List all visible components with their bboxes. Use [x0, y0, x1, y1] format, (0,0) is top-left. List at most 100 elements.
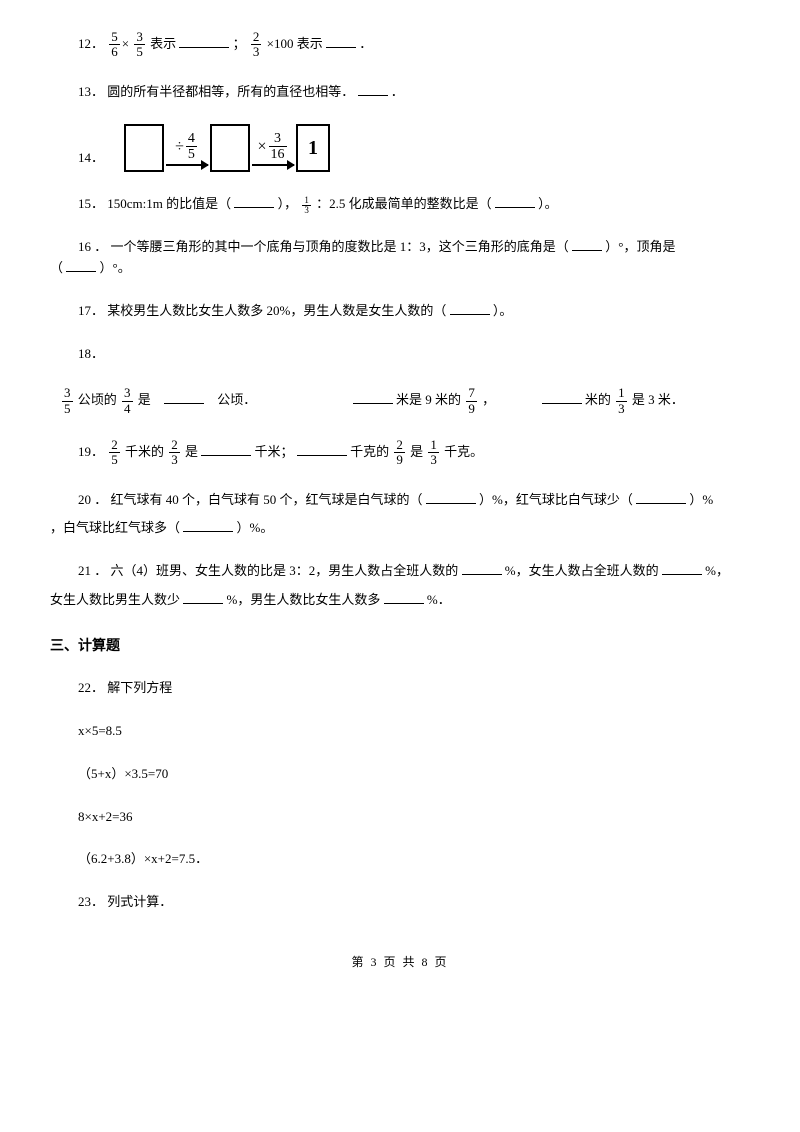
blank: [326, 34, 356, 48]
fraction: 2 3: [251, 30, 262, 60]
q21-prefix: 21 ．: [78, 563, 107, 578]
fraction: 7 9: [466, 386, 477, 416]
text: ）°。: [100, 260, 131, 275]
fraction: 3 16: [269, 131, 287, 163]
blank: [572, 237, 602, 251]
text: ）。: [538, 196, 558, 211]
text: 解下列方程: [107, 680, 172, 695]
q14-prefix: 14．: [78, 148, 104, 169]
blank: [353, 390, 393, 404]
blank: [66, 258, 96, 272]
blank: [201, 442, 251, 456]
text: （: [50, 260, 63, 275]
text: 千米的: [125, 444, 164, 459]
q17-prefix: 17．: [78, 303, 104, 318]
text: ）%。: [237, 520, 274, 535]
operator: ÷: [175, 134, 184, 160]
text: ；: [233, 36, 246, 51]
equation: x×5=8.5: [78, 721, 750, 742]
q19-prefix: 19．: [78, 444, 104, 459]
text: 150cm:1m 的比值是（: [107, 196, 231, 211]
box-empty: [210, 124, 250, 172]
fraction: 3 5: [134, 30, 145, 60]
text: ．: [391, 84, 404, 99]
blank: [164, 390, 204, 404]
question-13: 13． 圆的所有半径都相等，所有的直径也相等． ．: [78, 82, 750, 103]
q13-prefix: 13．: [78, 84, 104, 99]
text: 一个等腰三角形的其中一个底角与顶角的度数比是 1：3，这个三角形的底角是（: [111, 239, 569, 254]
question-22: 22． 解下列方程: [78, 678, 750, 699]
fraction: 1 3: [428, 438, 439, 468]
question-12: 12． 5 6 × 3 5 表示 ； 2 3 ×100 表示 ．: [78, 30, 750, 60]
fraction: 4 5: [186, 131, 197, 163]
text: 千克的: [350, 444, 389, 459]
section-title-3: 三、计算题: [50, 636, 750, 658]
blank: [636, 490, 686, 504]
text: 表示: [150, 36, 176, 51]
blank: [542, 390, 582, 404]
text: 某校男生人数比女生人数多 20%，男生人数是女生人数的（: [107, 303, 446, 318]
text: %，: [705, 563, 729, 578]
text: 千米；: [255, 444, 294, 459]
question-14: 14． ÷ 4 5 × 3 16 1: [78, 124, 750, 172]
box-empty: [124, 124, 164, 172]
blank: [297, 442, 347, 456]
text: ）%，红气球比白气球少（: [479, 492, 633, 507]
text: 米是 9 米的: [396, 392, 461, 407]
text: %，男生人数比女生人数多: [227, 592, 381, 607]
text: 是 3 米．: [632, 392, 684, 407]
blank: [234, 194, 274, 208]
blank: [179, 34, 229, 48]
text: 六（4）班男、女生人数的比是 3：2，男生人数占全班人数的: [111, 563, 459, 578]
text: %，女生人数占全班人数的: [505, 563, 659, 578]
blank: [495, 194, 535, 208]
blank: [358, 82, 388, 96]
text: 米的: [585, 392, 611, 407]
q15-prefix: 15．: [78, 196, 104, 211]
blank: [183, 590, 223, 604]
q16-prefix: 16 ．: [78, 239, 111, 254]
question-18-body: 3 5 公顷的 3 4 是 公顷． 米是 9 米的 7 9 ， 米的 1 3 是…: [60, 386, 750, 416]
text: 千克。: [444, 444, 483, 459]
text: %．: [427, 592, 451, 607]
question-17: 17． 某校男生人数比女生人数多 20%，男生人数是女生人数的（ ）。: [78, 301, 750, 322]
question-18: 18．: [78, 344, 750, 365]
blank: [426, 490, 476, 504]
blank: [662, 561, 702, 575]
fraction: 1 3: [616, 386, 627, 416]
text: ）°，顶角是: [605, 239, 675, 254]
fraction: 5 6: [109, 30, 120, 60]
text: 圆的所有半径都相等，所有的直径也相等．: [107, 84, 354, 99]
text: 红气球有 40 个，白气球有 50 个，红气球是白气球的（: [111, 492, 423, 507]
arrow-icon: [166, 164, 208, 166]
text: ：2.5 化成最简单的整数比是（: [316, 196, 492, 211]
arrow-operation: × 3 16: [252, 131, 294, 167]
fraction: 3 4: [122, 386, 133, 416]
text: ）%: [689, 492, 713, 507]
text: ，白气球比红气球多（: [50, 520, 180, 535]
fraction: 2 9: [394, 438, 405, 468]
blank: [183, 518, 233, 532]
box-value: 1: [296, 124, 330, 172]
page-footer: 第 3 页 共 8 页: [50, 953, 750, 972]
q18-prefix: 18．: [78, 346, 104, 361]
fraction: 3 5: [62, 386, 73, 416]
question-16: 16 ． 一个等腰三角形的其中一个底角与顶角的度数比是 1：3，这个三角形的底角…: [50, 237, 750, 279]
text: ．: [359, 36, 372, 51]
text: 是: [185, 444, 198, 459]
equation: 8×x+2=36: [78, 807, 750, 828]
fraction: 2 5: [109, 438, 120, 468]
question-15: 15． 150cm:1m 的比值是（ ）， 1 3 ：2.5 化成最简单的整数比…: [78, 194, 750, 215]
fraction: 1 3: [302, 196, 311, 215]
question-20: 20 ． 红气球有 40 个，白气球有 50 个，红气球是白气球的（ ）%，红气…: [50, 490, 750, 540]
q12-prefix: 12．: [78, 36, 104, 51]
equation: （5+x）×3.5=70: [78, 764, 750, 785]
blank: [450, 301, 490, 315]
text: ），: [278, 196, 298, 211]
text: 公顷的: [78, 392, 117, 407]
text: 女生人数比男生人数少: [50, 592, 180, 607]
text: 是: [138, 392, 151, 407]
box-diagram: ÷ 4 5 × 3 16 1: [124, 124, 330, 172]
text: 是: [410, 444, 423, 459]
operator: ×: [258, 134, 267, 160]
